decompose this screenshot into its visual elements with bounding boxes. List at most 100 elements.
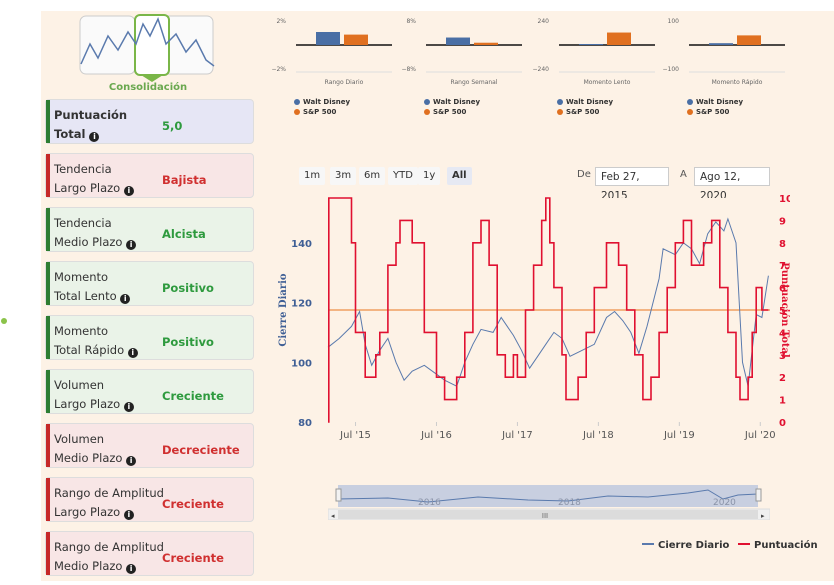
info-icon[interactable]: i [123, 402, 134, 412]
info-icon[interactable]: i [127, 348, 138, 358]
legend-score[interactable]: Puntuación [738, 540, 818, 551]
mini-ymax: 2% [276, 18, 286, 25]
metric-card[interactable]: Rango de Amplitud Medio Plazo i Creciente [45, 531, 254, 576]
mini-bar [579, 44, 603, 45]
y-tick-label: 140 [291, 239, 312, 250]
mini-legend-disney[interactable]: Walt Disney [557, 98, 613, 106]
mini-bar [607, 32, 631, 45]
metric-card[interactable]: Momento Total Rápido i Positivo [45, 315, 254, 360]
logo-caption: Consolidación [108, 82, 188, 93]
metric-label: Rango de Amplitud Largo Plazo i [54, 486, 164, 520]
mini-title: Momento Rápido [712, 79, 763, 86]
scrollbar-grip: III [542, 512, 548, 520]
navigator[interactable]: 2016 2018 2020 III ◂ ▸ [328, 485, 770, 520]
legend-price-label: Cierre Diario [658, 540, 730, 551]
navigator-handle-right [755, 488, 762, 502]
metric-value: 5,0 [162, 119, 183, 133]
mini-chart: 100 −100 Momento Rápido Walt Disney S&P 500 [663, 14, 787, 124]
mini-chart-plot: 8% −8% Rango Semanal [401, 18, 522, 86]
status-bar [46, 316, 50, 359]
y2-tick-label: 8 [779, 239, 786, 250]
mini-chart: 8% −8% Rango Semanal Walt Disney S&P 500 [400, 14, 524, 124]
y2-axis-title: Puntuación Total [779, 262, 790, 358]
y-tick-label: 100 [291, 358, 312, 369]
mini-legend-disney[interactable]: Walt Disney [294, 98, 350, 106]
metric-card[interactable]: Tendencia Largo Plazo i Bajista [45, 153, 254, 198]
info-icon[interactable]: i [123, 510, 134, 520]
mini-ymax: 100 [668, 18, 680, 25]
navigator-label: 2018 [558, 498, 581, 508]
date-from-input[interactable]: Feb 27, 2015 [595, 167, 669, 202]
mini-bar [709, 43, 733, 45]
mini-bar [474, 42, 498, 45]
mini-ymin: −2% [271, 66, 286, 73]
mini-chart-plot: 100 −100 Momento Rápido [663, 18, 785, 86]
mini-ymax: 240 [538, 18, 550, 25]
status-bar [46, 208, 50, 251]
y2-tick-label: 5 [779, 306, 786, 317]
metric-label: Tendencia Largo Plazo i [54, 160, 164, 198]
metric-label: Puntuación Total i [54, 108, 128, 142]
metric-label: Rango de Amplitud Medio Plazo i [54, 540, 164, 574]
navigator-handle-left [335, 488, 342, 502]
status-bar [46, 424, 50, 467]
x-tick-label: Jul '17 [501, 430, 533, 441]
metric-label: Momento Total Lento i [54, 268, 164, 306]
legend-price[interactable]: Cierre Diario [642, 540, 729, 551]
metric-card[interactable]: Volumen Medio Plazo i Decreciente [45, 423, 254, 468]
info-icon[interactable]: i [89, 132, 100, 142]
navigator-mask [338, 485, 758, 507]
metric-card[interactable]: Volumen Largo Plazo i Creciente [45, 369, 254, 414]
metric-value: Creciente [162, 551, 224, 565]
metric-label: Volumen Largo Plazo i [54, 376, 164, 414]
mini-legend-sp500[interactable]: S&P 500 [294, 108, 336, 116]
info-icon[interactable]: i [126, 564, 137, 574]
navigator-scroll-thumb [338, 510, 758, 519]
status-bar [46, 100, 50, 143]
mini-title: Rango Diario [325, 79, 364, 86]
x-tick-label: Jul '20 [744, 430, 776, 441]
navigator-line [337, 489, 759, 503]
mini-legend-sp500[interactable]: S&P 500 [687, 108, 729, 116]
metric-value: Bajista [162, 173, 207, 187]
mini-ymin: −8% [401, 66, 416, 73]
metric-value: Creciente [162, 389, 224, 403]
mini-legend-sp500[interactable]: S&P 500 [557, 108, 599, 116]
range-button-6m[interactable]: 6m [359, 167, 386, 185]
metric-card[interactable]: Rango de Amplitud Largo Plazo i Creciente [45, 477, 254, 522]
range-button-all[interactable]: All [447, 167, 472, 185]
date-to-label: A [680, 169, 687, 180]
metric-card[interactable]: Tendencia Medio Plazo i Alcista [45, 207, 254, 252]
range-button-3m[interactable]: 3m [330, 167, 357, 185]
date-to-input[interactable]: Ago 12, 2020 [694, 167, 770, 202]
metric-value: Creciente [162, 497, 224, 511]
scroll-right-arrow-icon: ▸ [761, 512, 765, 520]
navigator-label: 2016 [418, 498, 441, 508]
mini-legend-sp500[interactable]: S&P 500 [424, 108, 466, 116]
mini-title: Rango Semanal [450, 79, 497, 86]
status-bar [46, 532, 50, 575]
mini-legend-disney[interactable]: Walt Disney [424, 98, 480, 106]
mini-bar [316, 32, 340, 45]
info-icon[interactable]: i [123, 186, 134, 196]
info-icon[interactable]: i [126, 240, 137, 250]
y-tick-label: 120 [291, 299, 312, 310]
mini-chart: 2% −2% Rango Diario Walt Disney S&P 500 [270, 14, 394, 124]
mini-chart: 240 −240 Momento Lento Walt Disney S&P 500 [533, 14, 657, 124]
metric-card[interactable]: Momento Total Lento i Positivo [45, 261, 254, 306]
status-bar [46, 262, 50, 305]
mini-bar [737, 35, 761, 45]
metric-card[interactable]: Puntuación Total i 5,0 [45, 99, 254, 144]
y2-tick-label: 3 [779, 351, 786, 362]
y2-tick-label: 9 [779, 216, 786, 227]
info-icon[interactable]: i [126, 456, 137, 466]
range-button-1y[interactable]: 1y [418, 167, 441, 185]
range-button-ytd[interactable]: YTD [388, 167, 418, 185]
mini-ymin: −240 [533, 66, 549, 73]
info-icon[interactable]: i [120, 294, 131, 304]
navigator-label: 2020 [713, 498, 736, 508]
mini-legend-disney[interactable]: Walt Disney [687, 98, 743, 106]
y2-tick-label: 10 [779, 194, 790, 205]
range-button-1m[interactable]: 1m [299, 167, 326, 185]
